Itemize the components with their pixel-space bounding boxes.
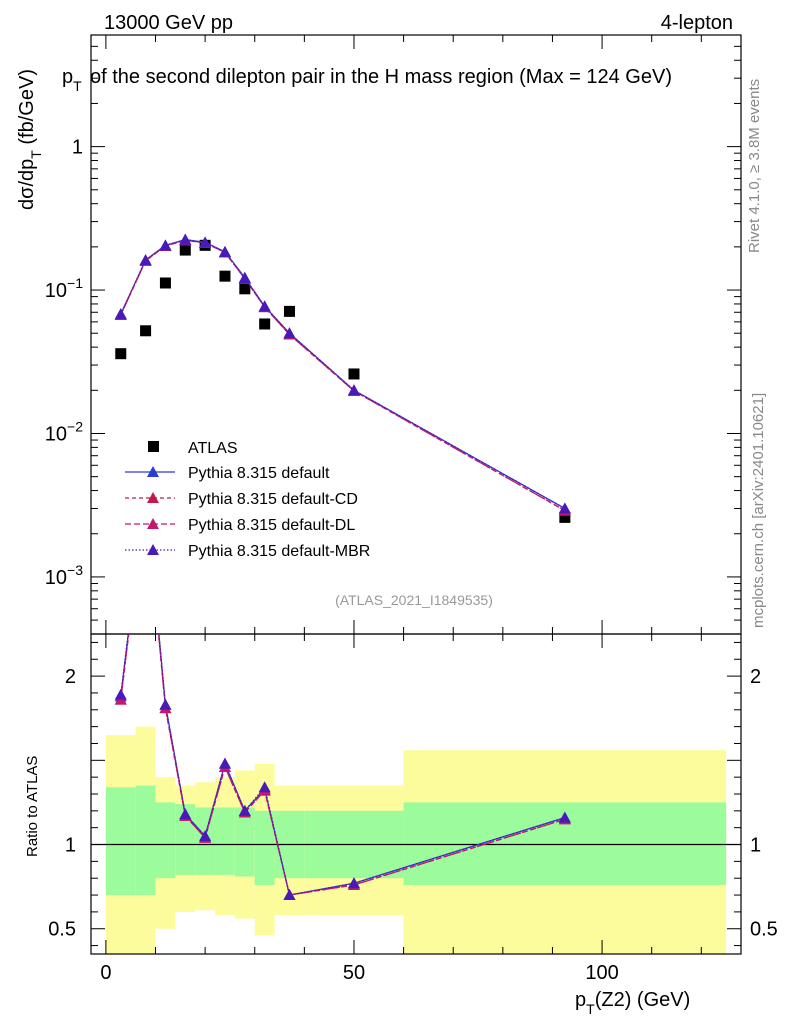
- ratio-series-group: [114, 485, 571, 901]
- mc-point-main-3: [139, 254, 152, 266]
- mc-point-ratio-0: [140, 485, 152, 496]
- y-axis-label-main: dσ/dpT (fb/GeV): [16, 69, 44, 210]
- mc-point-main-3: [199, 236, 212, 248]
- atlas-data-point: [159, 277, 171, 289]
- mc-point-ratio-3: [238, 804, 251, 816]
- y-axis-label-ratio: Ratio to ATLAS: [24, 756, 41, 857]
- y-tick-label-main: 10−3: [45, 562, 83, 589]
- mc-point-main-3: [179, 233, 192, 245]
- series-layer: [114, 233, 571, 901]
- y-tick-label-main: 10−2: [45, 418, 83, 445]
- atlas-data-point: [179, 244, 191, 256]
- legend-cd-marker: [147, 492, 159, 503]
- x-axis-label: pT(Z2) (GeV): [575, 989, 690, 1017]
- mc-point-ratio-3: [140, 485, 152, 496]
- atlas-data-point: [219, 270, 231, 282]
- mc-point-main-3: [283, 327, 296, 339]
- x-tick-label: 100: [585, 962, 618, 984]
- plot-title: of the second dilepton pair in the H mas…: [90, 66, 672, 88]
- header-energy: 13000 GeV pp: [104, 12, 233, 34]
- analysis-tag: (ATLAS_2021_I1849535): [335, 592, 493, 608]
- atlas-data-point: [559, 511, 571, 523]
- legend-mbr-marker: [147, 544, 159, 555]
- mc-point-main-3: [218, 246, 231, 258]
- uncertainty-bands: [105, 726, 727, 954]
- y-tick-label-ratio: 1: [65, 835, 76, 857]
- y-tick-label-ratio-right: 1: [750, 835, 761, 857]
- atlas-data-point: [115, 348, 127, 360]
- mc-point-main-3: [347, 384, 360, 396]
- legend-default-label: Pythia 8.315 default: [188, 465, 330, 482]
- mc-point-ratio-3: [179, 808, 192, 820]
- mc-point-ratio-3: [283, 889, 296, 901]
- atlas-data-point: [283, 305, 295, 317]
- mc-point-main-3: [558, 502, 571, 514]
- mc-point-main-3: [114, 308, 127, 320]
- legend: ATLAS Pythia 8.315 default Pythia 8.315 …: [125, 440, 370, 560]
- mc-point-ratio-3: [199, 830, 212, 842]
- atlas-data-point: [140, 325, 152, 337]
- rivet-label: Rivet 4.1.0, ≥ 3.8M events: [746, 79, 763, 253]
- band-stat-bin: [135, 785, 156, 896]
- legend-atlas-marker: [148, 441, 159, 452]
- y-tick-label-ratio: 0.5: [48, 919, 76, 941]
- mc-point-ratio-3: [114, 688, 127, 700]
- mc-point-main-3: [258, 300, 271, 312]
- atlas-data-point: [348, 368, 360, 380]
- band-stat-bin: [215, 807, 235, 875]
- plot-title-symbol: pT: [62, 66, 82, 94]
- mc-point-main-3: [238, 272, 251, 284]
- y-tick-label-ratio-right: 2: [750, 666, 761, 688]
- mc-point-ratio-3: [159, 698, 172, 710]
- atlas-data-point: [239, 283, 251, 295]
- band-stat-bin: [105, 787, 136, 896]
- header-channel: 4-lepton: [661, 12, 733, 34]
- mc-point-ratio-3: [558, 811, 571, 823]
- band-stat-bin: [234, 807, 255, 877]
- y-tick-label-ratio: 2: [65, 666, 76, 688]
- mc-point-ratio-3: [218, 757, 231, 769]
- legend-dl-marker: [147, 518, 159, 529]
- legend-atlas-label: ATLAS: [188, 440, 238, 457]
- band-stat-bin: [155, 802, 176, 879]
- legend-mbr-label: Pythia 8.315 default-MBR: [188, 543, 370, 560]
- legend-cd-label: Pythia 8.315 default-CD: [188, 491, 358, 508]
- mc-point-main-3: [159, 239, 172, 251]
- x-tick-label: 50: [343, 962, 365, 984]
- x-tick-label: 0: [100, 962, 111, 984]
- mc-point-ratio-3: [258, 781, 271, 793]
- y-tick-label-ratio-right: 0.5: [750, 919, 778, 941]
- y-tick-label-main: 1: [72, 137, 83, 159]
- band-stat-bin: [254, 810, 275, 885]
- legend-dl-label: Pythia 8.315 default-DL: [188, 517, 355, 534]
- atlas-data-point: [259, 318, 271, 330]
- y-tick-label-main: 10−1: [45, 275, 83, 302]
- mcplots-label: mcplots.cern.ch [arXiv:2401.10621]: [750, 393, 767, 628]
- mc-point-ratio-3: [347, 877, 360, 889]
- legend-default-marker: [147, 466, 159, 477]
- axes: 10−3 10−2 10−1 1 0.5 0.5 1 1 2 2 0 50 100: [45, 34, 778, 984]
